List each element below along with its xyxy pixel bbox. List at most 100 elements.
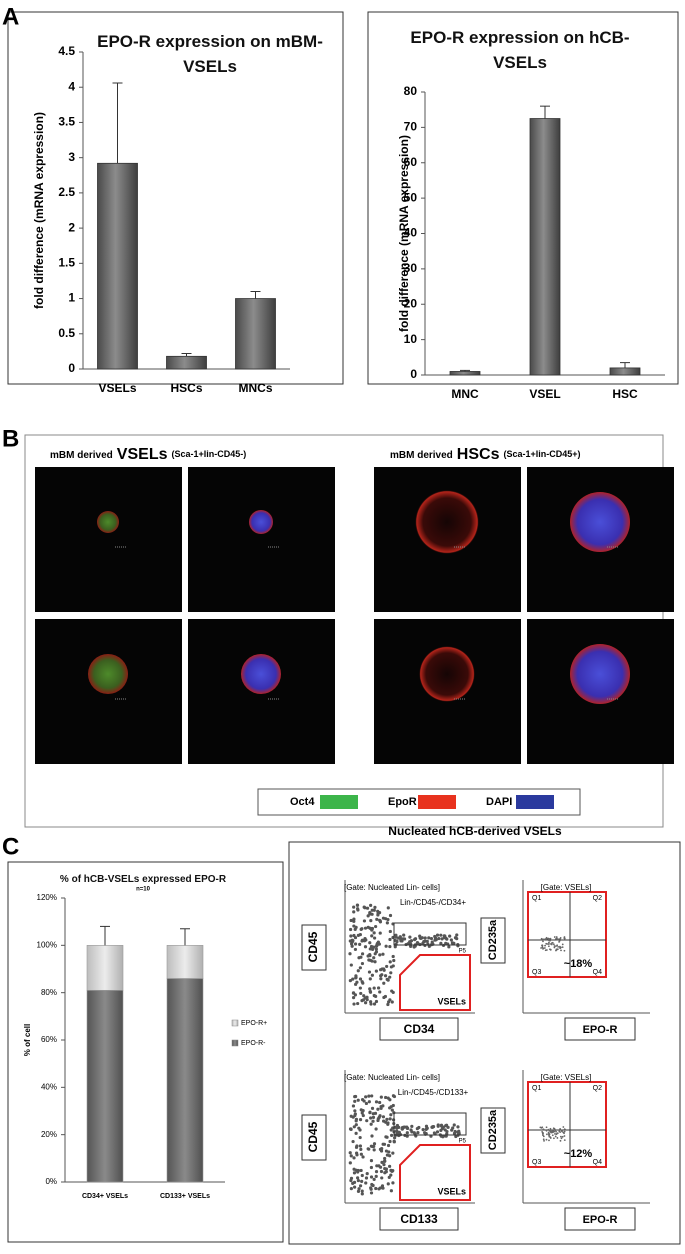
event-dot: [359, 1168, 363, 1173]
event-dot: [369, 1116, 373, 1120]
group-name: VSELs: [117, 446, 168, 463]
axis-label-box: [564, 1017, 636, 1041]
event-dot: [366, 914, 370, 918]
y-axis-label: fold difference (mRNA expression): [397, 135, 411, 332]
event-dot: [364, 1095, 368, 1099]
event-dot: [413, 937, 418, 941]
event-dot: [439, 933, 443, 937]
event-dot: [548, 941, 550, 944]
event-dot: [388, 960, 392, 964]
event-dot: [378, 931, 382, 935]
event-dot: [455, 933, 459, 937]
event-dot: [386, 1143, 391, 1148]
axis-label-box: [480, 1107, 506, 1154]
event-dot: [563, 1135, 566, 1137]
event-dot: [358, 986, 362, 990]
event-dot: [376, 986, 381, 990]
chart-title: EPO-R expression on mBM-VSELs: [97, 32, 323, 76]
event-dot: [366, 925, 370, 929]
event-dot: [546, 937, 549, 940]
event-dot: [557, 945, 560, 948]
event-dot: [358, 1118, 363, 1122]
event-dot: [549, 937, 552, 940]
event-dot: [554, 1135, 557, 1138]
event-dot: [441, 1135, 445, 1139]
event-dot: [388, 1106, 392, 1110]
y-tick-label: 3: [68, 150, 75, 164]
event-dot: [381, 1115, 386, 1119]
event-dot: [412, 1131, 416, 1135]
y-tick-label: 0.5: [58, 326, 75, 340]
event-dot: [558, 945, 561, 948]
x-axis-label: EPO-R: [583, 1214, 618, 1226]
event-dot: [380, 1160, 384, 1164]
event-dot: [445, 937, 449, 941]
event-dot: [370, 928, 374, 932]
event-dot: [427, 936, 431, 940]
y-tick-label: 20: [404, 296, 418, 310]
event-dot: [353, 1185, 357, 1189]
chart-subtitle: n=10: [136, 887, 151, 893]
event-dot: [455, 937, 459, 941]
event-dot: [356, 1170, 360, 1174]
event-dot: [370, 1106, 375, 1110]
event-dot: [366, 954, 370, 958]
event-dot: [401, 937, 406, 941]
y-tick-label: 4: [68, 79, 75, 93]
event-dot: [368, 958, 373, 962]
event-dot: [376, 1107, 380, 1111]
event-dot: [370, 1134, 374, 1138]
event-dot: [448, 934, 452, 938]
cell: [249, 510, 273, 534]
event-dot: [355, 907, 360, 911]
event-dot: [374, 999, 379, 1004]
gate-title: [Gate: Nucleated Lin- cells]: [344, 883, 440, 892]
y-tick-label: 40: [404, 226, 418, 240]
event-dot: [416, 1131, 420, 1135]
event-dot: [456, 1125, 460, 1129]
event-dot: [388, 975, 392, 979]
event-dot: [374, 994, 378, 998]
event-dot: [540, 947, 542, 949]
event-dot: [348, 952, 352, 956]
event-dot: [363, 906, 367, 910]
event-dot: [352, 1002, 356, 1006]
cell: [241, 654, 281, 694]
event-dot: [362, 994, 366, 998]
event-dot: [361, 1113, 365, 1118]
event-dot: [549, 1136, 552, 1139]
event-dot: [563, 1130, 566, 1133]
event-dot: [379, 974, 383, 978]
event-dot: [556, 1132, 559, 1135]
event-dot: [351, 996, 356, 1000]
percent-label: ~18%: [564, 958, 593, 970]
event-dot: [449, 938, 453, 942]
panel-label: B: [2, 425, 19, 452]
event-dot: [365, 1119, 369, 1123]
event-dot: [388, 913, 393, 918]
event-dot: [370, 973, 374, 977]
event-dot: [379, 1149, 384, 1153]
panel-frame: [7, 861, 284, 1243]
event-dot: [395, 940, 399, 944]
event-dot: [392, 1140, 396, 1144]
event-dot: [556, 1137, 559, 1139]
event-dot: [545, 1138, 548, 1141]
event-dot: [543, 938, 546, 941]
panel-frame: [367, 11, 679, 385]
event-dot: [358, 977, 363, 981]
event-dot: [374, 1174, 378, 1179]
event-dot: [563, 1139, 566, 1142]
y-tick-label: 10: [404, 332, 418, 346]
cell: [97, 511, 119, 533]
event-dot: [371, 1119, 375, 1123]
event-dot: [444, 1124, 448, 1128]
event-dot: [560, 1137, 563, 1140]
event-dot: [555, 1130, 558, 1133]
event-dot: [352, 924, 356, 928]
event-dot: [368, 977, 372, 981]
event-dot: [439, 1124, 444, 1128]
event-dot: [381, 1104, 385, 1108]
legend-swatch: [320, 795, 358, 809]
event-dot: [376, 940, 380, 944]
